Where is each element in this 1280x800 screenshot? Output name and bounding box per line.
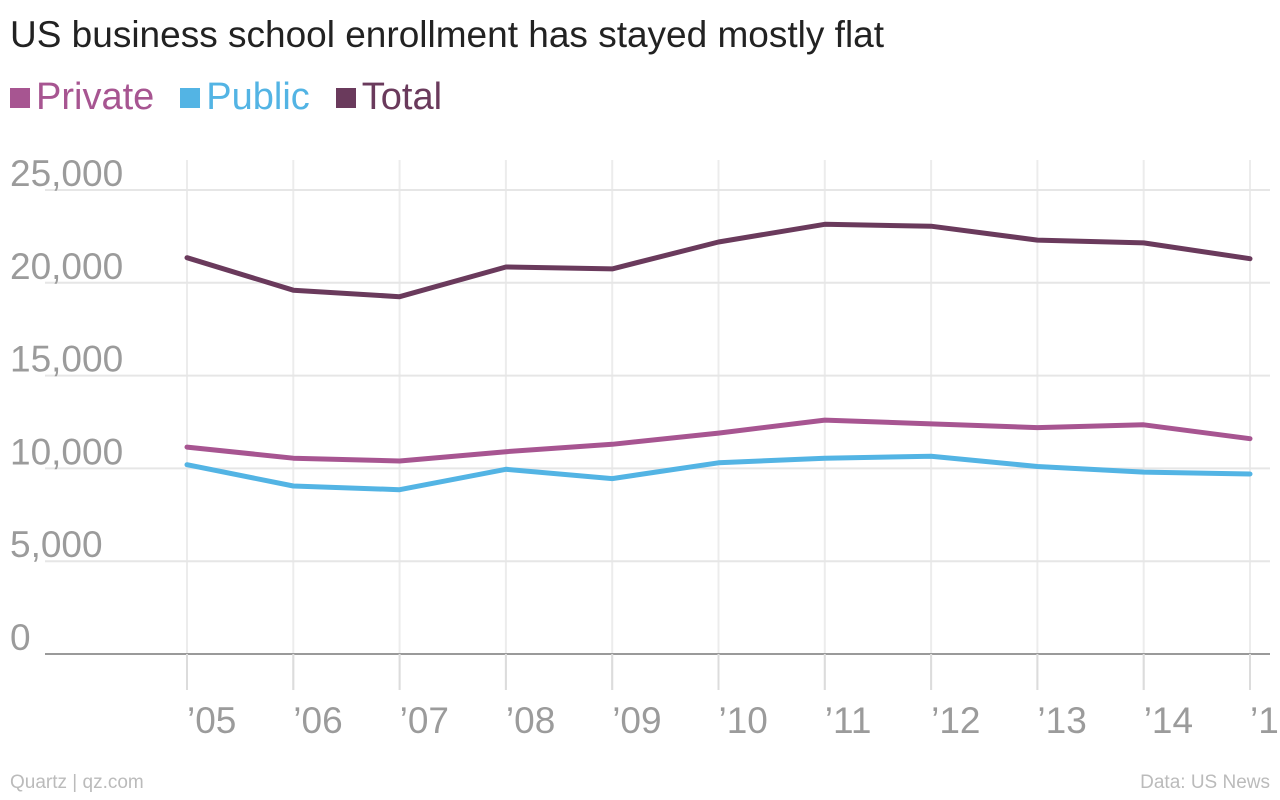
y-tick-label: 5,000 [10, 524, 103, 565]
series-line-public [184, 453, 1253, 493]
legend-item-public: Public [180, 76, 310, 119]
x-tick-label: ’14 [1144, 700, 1193, 741]
x-tick-label: ’06 [293, 700, 342, 741]
axis-layer: 0 5,000 10,000 15,000 20,000 25,000 ’05 ’06 ’07 ’… [10, 153, 1280, 741]
chart-title: US business school enrollment has stayed… [10, 14, 885, 55]
legend-swatch-private [10, 87, 30, 108]
y-tick-label: 0 [10, 617, 31, 658]
line-chart: 0 5,000 10,000 15,000 20,000 25,000 ’05 ’06 ’07 ’… [10, 153, 1280, 741]
series-line-total [184, 221, 1253, 300]
legend-swatch-total [335, 87, 356, 108]
y-tick-label: 20,000 [10, 246, 123, 287]
legend: Private Public Total [10, 76, 468, 119]
y-tick-label: 10,000 [10, 431, 123, 472]
x-tick-label: ’07 [400, 700, 449, 741]
x-tick-label: ’05 [187, 700, 236, 741]
x-tick-label: ’11 [825, 700, 872, 741]
series-line-private [184, 417, 1253, 464]
data-source: Data: US News [1140, 772, 1270, 793]
x-tick-label: ’08 [506, 700, 555, 741]
legend-swatch-public [180, 87, 201, 108]
series-layer [184, 221, 1253, 493]
source-credit: Quartz | qz.com [10, 772, 144, 793]
legend-label-total: Total [361, 76, 443, 118]
legend-label-private: Private [36, 76, 155, 118]
legend-item-total: Total [335, 76, 443, 119]
legend-label-public: Public [206, 76, 310, 118]
x-tick-label: ’13 [1037, 700, 1086, 741]
y-tick-label: 15,000 [10, 339, 123, 380]
x-tick-label: ’15 [1250, 700, 1280, 741]
legend-item-private: Private [10, 76, 154, 119]
x-tick-label: ’12 [931, 700, 980, 741]
x-tick-label: ’10 [719, 700, 768, 741]
y-tick-label: 25,000 [10, 153, 123, 194]
x-tick-label: ’09 [612, 700, 661, 741]
